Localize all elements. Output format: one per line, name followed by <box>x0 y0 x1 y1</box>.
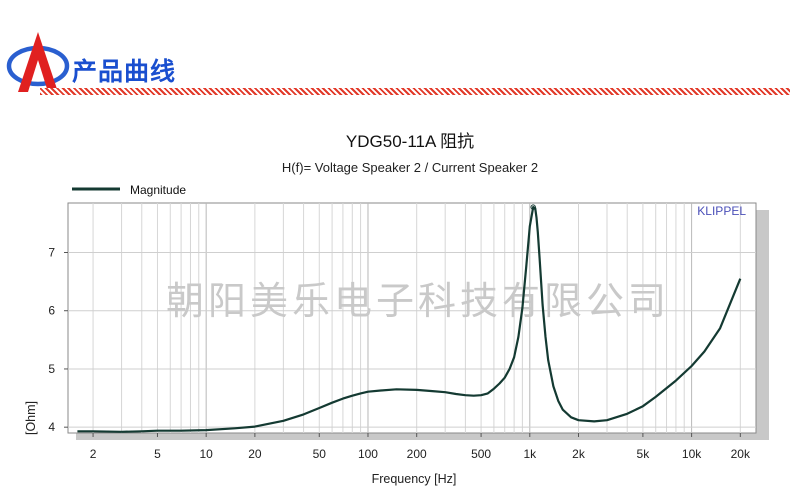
x-tick-label: 10 <box>199 447 213 461</box>
x-tick-label: 200 <box>407 447 427 461</box>
plot-shadow-bottom <box>76 433 769 440</box>
plot-area: 朝阳美乐电子科技有限公司 KLIPPEL <box>67 202 769 440</box>
company-logo-icon <box>6 32 70 92</box>
plot-background <box>67 202 757 434</box>
y-tick-label: 7 <box>48 245 55 259</box>
x-tick-label: 5k <box>637 447 651 461</box>
page-header: 产品曲线 <box>0 0 790 100</box>
impedance-chart: YDG50-11A 阻抗 H(f)= Voltage Speaker 2 / C… <box>24 132 769 486</box>
x-axis-label: Frequency [Hz] <box>372 472 457 486</box>
x-tick-label: 100 <box>358 447 378 461</box>
x-tick-label: 20k <box>731 447 751 461</box>
x-tick-label: 5 <box>154 447 161 461</box>
brand-label: KLIPPEL <box>697 204 746 218</box>
x-tick-label: 10k <box>682 447 702 461</box>
x-tick-label: 50 <box>313 447 327 461</box>
page-title: 产品曲线 <box>72 57 177 86</box>
y-tick-label: 6 <box>48 304 55 318</box>
y-tick-label: 5 <box>48 362 55 376</box>
chart-subtitle: H(f)= Voltage Speaker 2 / Current Speake… <box>282 160 538 175</box>
legend-label: Magnitude <box>130 183 186 197</box>
y-axis-label: [Ohm] <box>24 401 38 435</box>
x-tick-label: 500 <box>471 447 491 461</box>
x-tick-label: 1k <box>523 447 537 461</box>
chart-title: YDG50-11A 阻抗 <box>346 132 474 151</box>
magnitude-series-line <box>77 206 742 433</box>
header-divider <box>40 88 790 95</box>
grid <box>68 203 756 433</box>
x-tick-label: 2 <box>90 447 97 461</box>
peak-marker <box>530 204 536 210</box>
watermark: 朝阳美乐电子科技有限公司 <box>166 281 670 323</box>
y-tick-label: 4 <box>48 420 55 434</box>
x-tick-label: 2k <box>572 447 586 461</box>
x-tick-label: 20 <box>248 447 262 461</box>
x-axis-ticks: 2 5 10 20 50 100 200 500 1k 2k 5k 10k 20k <box>90 433 751 461</box>
y-axis-ticks: 4 5 6 7 <box>48 245 68 434</box>
plot-shadow-right <box>755 210 769 439</box>
